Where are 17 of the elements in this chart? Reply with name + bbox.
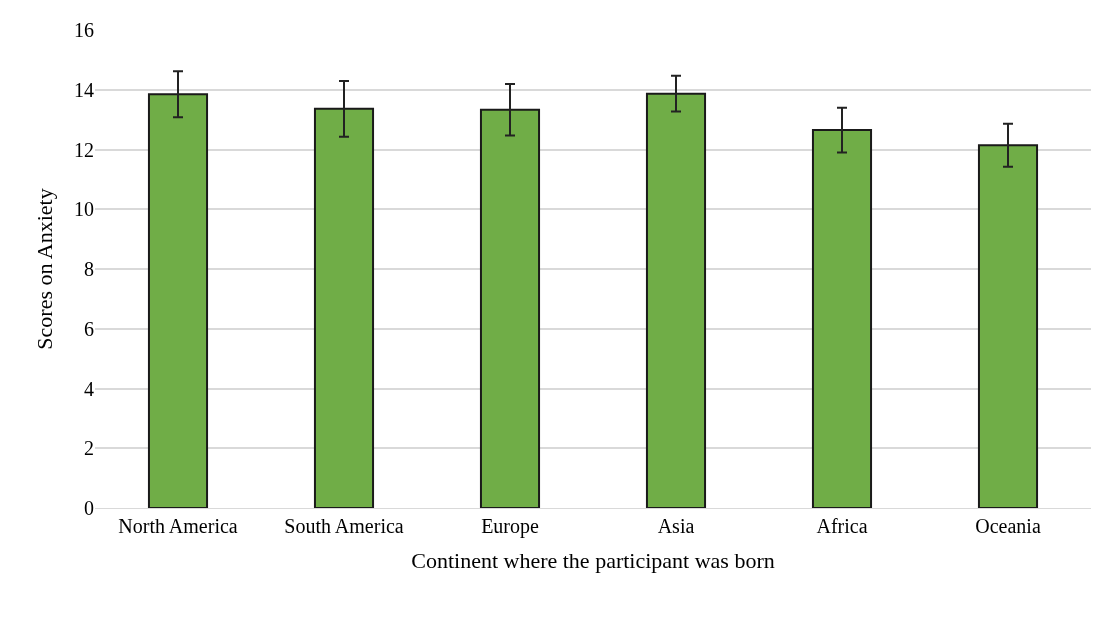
y-tick-label: 6 <box>84 317 94 340</box>
x-tick-label: North America <box>118 515 238 537</box>
x-tick-label: Asia <box>657 515 695 537</box>
y-tick-label: 10 <box>74 198 94 221</box>
y-tick-label: 14 <box>74 78 94 101</box>
y-tick-label: 2 <box>84 437 94 460</box>
y-tick-label: 8 <box>84 258 94 280</box>
x-axis-title: Continent where the participant was born <box>411 547 775 573</box>
y-tick-label: 0 <box>84 497 94 519</box>
x-tick-label: Africa <box>816 515 868 537</box>
x-tick-label: Oceania <box>975 515 1041 537</box>
y-tick-label: 16 <box>74 19 94 41</box>
y-tick-label: 4 <box>84 377 94 400</box>
x-tick-label: South America <box>284 515 404 537</box>
y-axis-title: Scores on Anxiety <box>31 188 57 350</box>
y-tick-label: 12 <box>74 138 94 161</box>
x-tick-label: Europe <box>481 515 539 538</box>
